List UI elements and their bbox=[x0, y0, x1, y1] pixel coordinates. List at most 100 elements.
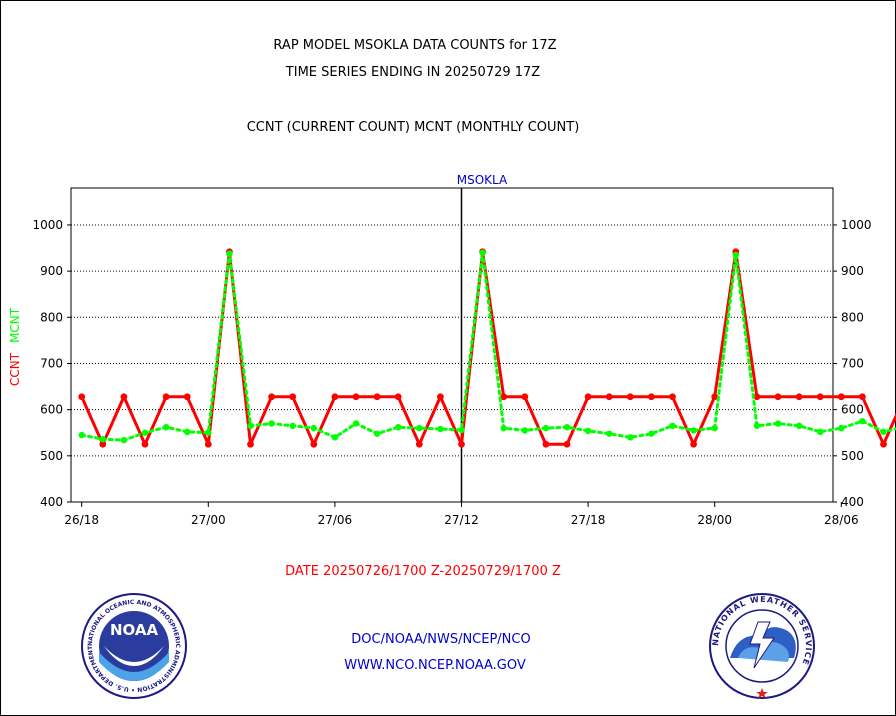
y-tick-label-left: 800 bbox=[40, 310, 63, 324]
ccnt-point bbox=[289, 393, 297, 401]
y-tick-label-left: 500 bbox=[40, 449, 63, 463]
ccnt-point bbox=[669, 393, 676, 401]
ccnt-point bbox=[521, 393, 529, 401]
mcnt-point bbox=[690, 427, 697, 434]
mcnt-point bbox=[648, 430, 655, 437]
ccnt-point bbox=[774, 393, 782, 401]
ccnt-point bbox=[690, 440, 697, 448]
ccnt-point bbox=[795, 393, 803, 401]
mcnt-point bbox=[500, 424, 507, 432]
ccnt-point bbox=[415, 440, 423, 448]
ccnt-point bbox=[204, 440, 212, 448]
mcnt-point bbox=[479, 249, 486, 256]
mcnt-point bbox=[584, 427, 592, 435]
mcnt-point bbox=[838, 424, 845, 432]
y-tick-label-left: 700 bbox=[40, 356, 63, 370]
mcnt-point bbox=[732, 251, 739, 259]
ccnt-point bbox=[816, 393, 824, 401]
x-tick-label: 28/06 bbox=[824, 513, 859, 527]
ccnt-point bbox=[331, 393, 339, 401]
ccnt-point bbox=[563, 440, 571, 448]
ccnt-point bbox=[394, 393, 402, 401]
y-tick-label-left: 1000 bbox=[32, 218, 63, 232]
mcnt-point bbox=[184, 428, 191, 436]
y-tick-label-right: 700 bbox=[841, 356, 864, 370]
ccnt-point bbox=[500, 393, 508, 401]
ccnt-point bbox=[837, 393, 845, 401]
ccnt-point bbox=[626, 393, 634, 401]
y-tick-label-left: 400 bbox=[40, 495, 63, 509]
date-range-label: DATE 20250726/1700 Z-20250729/1700 Z bbox=[285, 564, 561, 579]
ccnt-point bbox=[542, 440, 550, 448]
chart-title-line-1: RAP MODEL MSOKLA DATA COUNTS for 17Z bbox=[273, 38, 557, 53]
ccnt-point bbox=[310, 440, 318, 448]
mcnt-point bbox=[352, 420, 360, 427]
star-icon bbox=[756, 688, 768, 699]
ccnt-point bbox=[99, 440, 107, 448]
mcnt-series-line bbox=[80, 252, 896, 442]
x-tick-label: 27/12 bbox=[444, 513, 479, 527]
mcnt-point bbox=[99, 436, 107, 443]
mcnt-point bbox=[141, 429, 149, 436]
ccnt-point bbox=[162, 393, 170, 401]
mcnt-point bbox=[268, 420, 275, 427]
mcnt-point bbox=[627, 434, 634, 441]
y-tick-label-left: 900 bbox=[40, 264, 63, 278]
ccnt-point bbox=[753, 393, 761, 401]
ccnt-point bbox=[458, 440, 465, 448]
y-tick-label-left: 600 bbox=[40, 403, 63, 417]
ccnt-point bbox=[373, 393, 381, 401]
org-label: DOC/NOAA/NWS/NCEP/NCO bbox=[351, 632, 531, 647]
y-axis-label: CCNT MCNT bbox=[8, 307, 22, 386]
mcnt-point bbox=[289, 422, 296, 430]
mcnt-point bbox=[753, 422, 761, 430]
y-tick-label-right: 600 bbox=[841, 403, 864, 417]
mcnt-point bbox=[606, 430, 613, 437]
chart-subtitle: MSOKLA bbox=[457, 173, 508, 187]
ccnt-point bbox=[437, 393, 444, 401]
mcnt-point bbox=[395, 423, 402, 431]
mcnt-point bbox=[78, 431, 85, 439]
mcnt-point bbox=[437, 425, 444, 433]
ccnt-point bbox=[859, 393, 866, 401]
mcnt-point bbox=[563, 423, 571, 431]
mcnt-point bbox=[669, 422, 676, 430]
mcnt-point bbox=[205, 429, 212, 436]
ccnt-point bbox=[141, 440, 149, 448]
mcnt-point bbox=[774, 420, 782, 427]
y-tick-label-right: 400 bbox=[841, 495, 864, 509]
ccnt-point bbox=[183, 393, 191, 401]
mcnt-point bbox=[373, 430, 381, 437]
chart-title-line-2: TIME SERIES ENDING IN 20250729 17Z bbox=[285, 65, 541, 80]
ccnt-point bbox=[247, 440, 254, 448]
mcnt-point bbox=[542, 424, 550, 432]
ccnt-point bbox=[120, 393, 128, 401]
plot-area bbox=[70, 187, 834, 503]
mcnt-point bbox=[521, 427, 528, 434]
mcnt-point bbox=[247, 422, 254, 430]
ccnt-axis-label: CCNT bbox=[8, 352, 22, 386]
x-tick-label: 28/00 bbox=[697, 513, 732, 527]
nws-logo: NATIONAL WEATHER SERVICE bbox=[709, 593, 815, 699]
ccnt-point bbox=[584, 393, 592, 401]
ccnt-point bbox=[880, 440, 887, 448]
x-tick-label: 27/18 bbox=[571, 513, 606, 527]
ccnt-point bbox=[605, 393, 613, 401]
x-tick-label: 26/18 bbox=[64, 513, 99, 527]
mcnt-point bbox=[817, 428, 824, 436]
ccnt-point bbox=[648, 393, 655, 401]
noaa-logo-text: NOAA bbox=[110, 621, 159, 639]
ccnt-point bbox=[268, 393, 275, 401]
website-link[interactable]: WWW.NCO.NCEP.NOAA.GOV bbox=[344, 658, 526, 673]
x-tick-label: 27/00 bbox=[191, 513, 226, 527]
mcnt-point bbox=[880, 428, 887, 436]
y-tick-label-right: 1000 bbox=[841, 218, 872, 232]
noaa-logo: NOAA NATIONAL OCEANIC AND ATMOSPHERIC AD… bbox=[80, 592, 187, 699]
ccnt-point bbox=[711, 393, 719, 401]
ccnt-point bbox=[78, 393, 86, 401]
y-tick-label-right: 900 bbox=[841, 264, 864, 278]
mcnt-point bbox=[226, 250, 233, 257]
y-tick-label-right: 800 bbox=[841, 310, 864, 324]
mcnt-point bbox=[795, 422, 803, 430]
